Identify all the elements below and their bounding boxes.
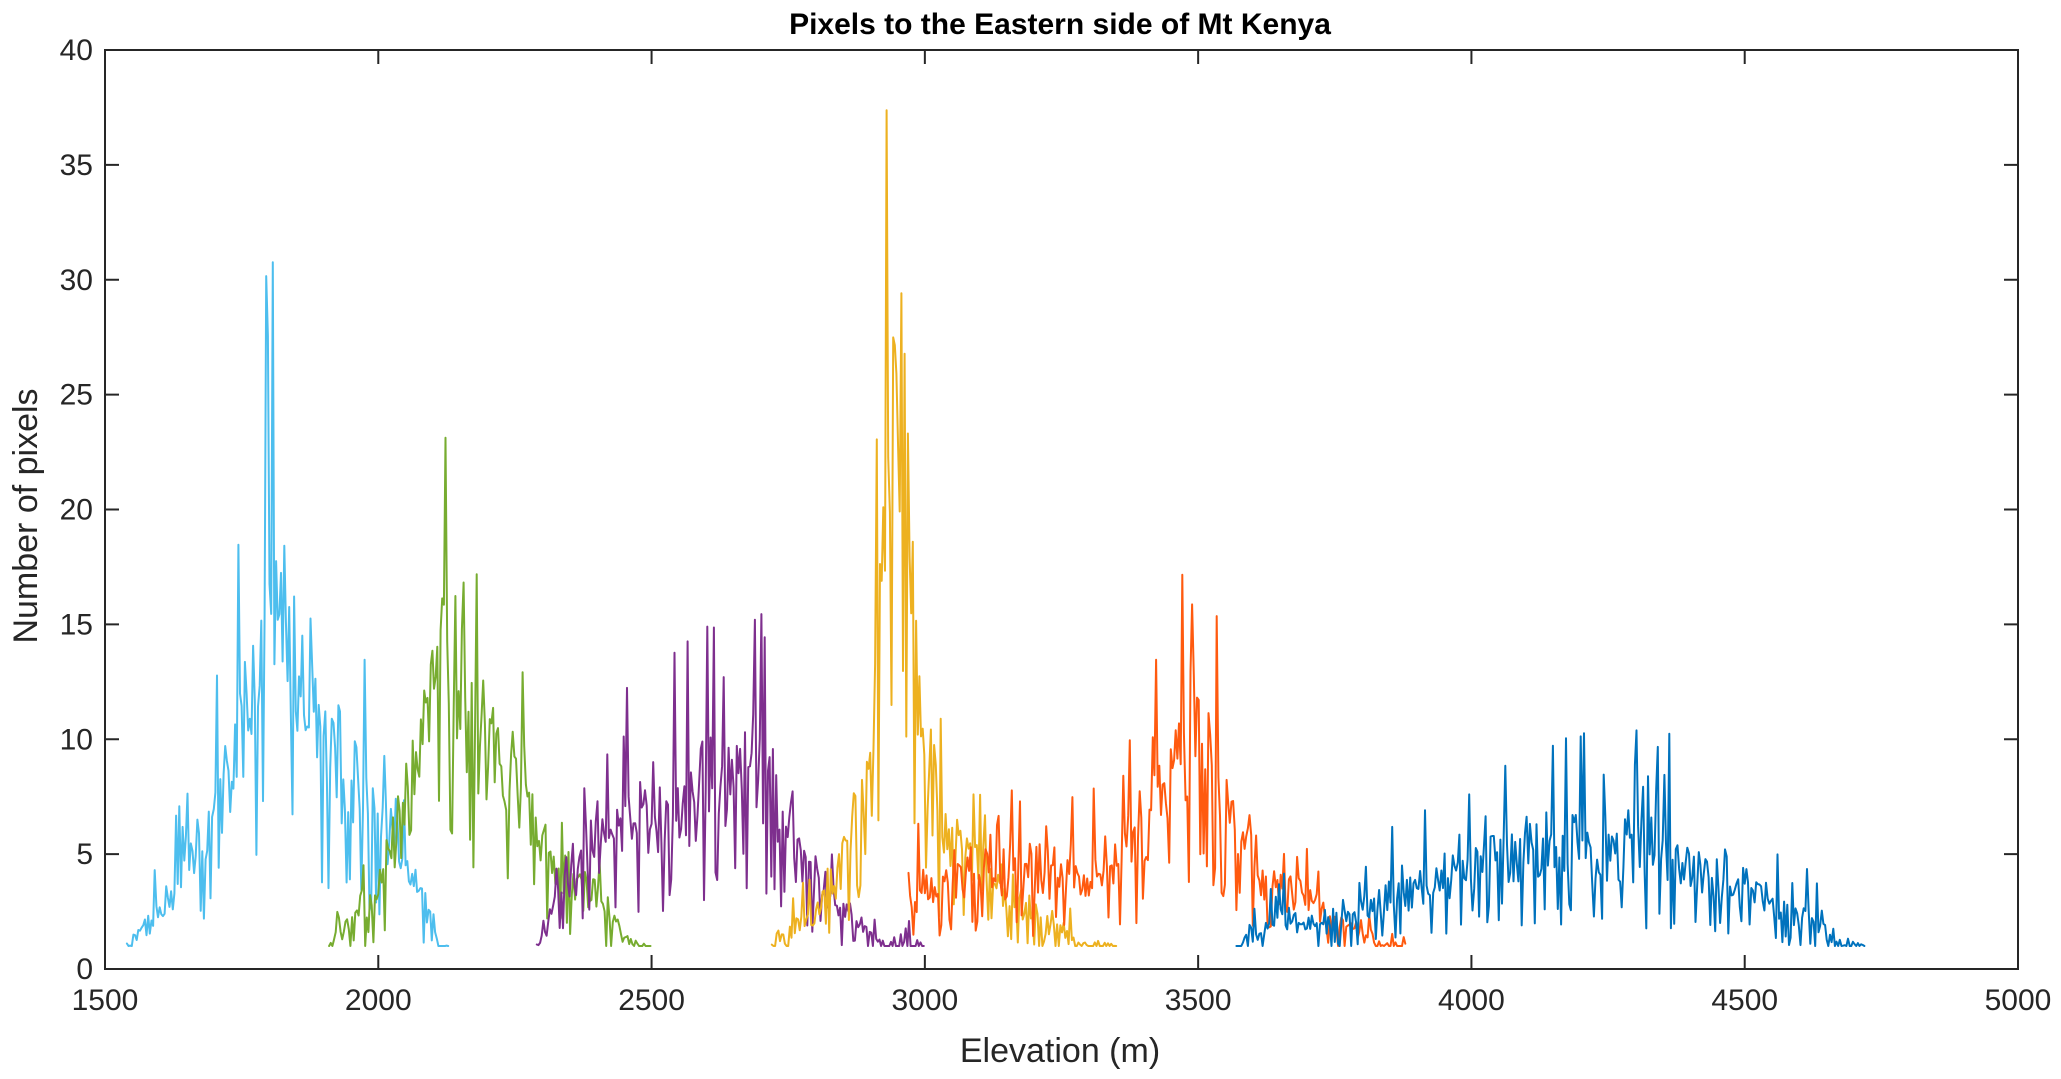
- x-tick-label: 3500: [1165, 984, 1232, 1017]
- y-tick-label: 40: [60, 34, 93, 67]
- series-layer: [125, 109, 1866, 947]
- x-tick-label: 4000: [1438, 984, 1505, 1017]
- y-axis-label: Number of pixels: [7, 388, 45, 643]
- axes-layer: 1500 2000 2500 3000 3500 4000 4500 5000 0 5 10 15 20…: [60, 34, 2052, 1017]
- x-tick-label: 2500: [618, 984, 685, 1017]
- x-tick-label: 2000: [345, 984, 412, 1017]
- y-tick-label: 0: [76, 953, 93, 986]
- series-cyan-line: [125, 261, 450, 947]
- y-tick-label: 35: [60, 149, 93, 182]
- y-tick-label: 30: [60, 264, 93, 297]
- series-green-line: [328, 436, 652, 947]
- chart-title: Pixels to the Eastern side of Mt Kenya: [789, 8, 1331, 41]
- y-tick-label: 25: [60, 379, 93, 412]
- x-tick-label: 4500: [1711, 984, 1778, 1017]
- x-tick-label: 3000: [891, 984, 958, 1017]
- y-tick-label: 20: [60, 494, 93, 527]
- x-tick-label: 1500: [72, 984, 139, 1017]
- x-axis-label: Elevation (m): [960, 1032, 1160, 1070]
- y-tick-label: 15: [60, 608, 93, 641]
- x-tick-label: 5000: [1985, 984, 2052, 1017]
- series-purple-line: [535, 613, 925, 947]
- series-yellow-line: [770, 109, 1118, 947]
- y-tick-label: 10: [60, 723, 93, 756]
- y-tick-label: 5: [76, 838, 93, 871]
- series-orange-line: [907, 573, 1407, 947]
- series-blue-line: [1235, 729, 1866, 947]
